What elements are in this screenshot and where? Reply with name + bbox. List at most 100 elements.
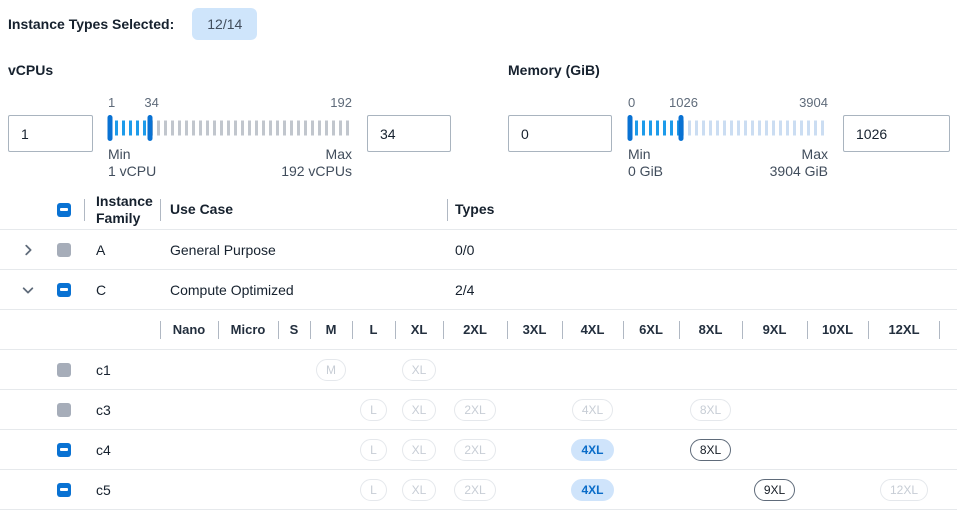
column-header-instance-family: Instance Family <box>84 190 160 229</box>
size-column-3xl: 3XL <box>507 310 562 349</box>
family-row-a: A General Purpose 0/0 <box>0 230 957 270</box>
instance-family-table: Instance Family Use Case Types A General… <box>0 190 957 510</box>
row-checkbox-indeterminate[interactable] <box>57 282 71 297</box>
memory-max-handle[interactable] <box>678 115 684 141</box>
size-badge-l: L <box>360 398 387 421</box>
row-checkbox-disabled <box>57 402 71 417</box>
family-use-case: Compute Optimized <box>170 281 294 298</box>
size-column-l: L <box>352 310 395 349</box>
size-column-nano: Nano <box>160 310 218 349</box>
vcpus-filter-title: vCPUs <box>8 62 54 78</box>
instance-name: c1 <box>96 361 111 378</box>
instance-row-c3: c3 L XL 2XL 4XL 8XL <box>0 390 957 430</box>
memory-min-caption-value: 0 GiB <box>628 163 664 179</box>
filters-panel: vCPUs 1 34 192 Min 1 vCPU <box>0 41 957 180</box>
memory-min-caption-label: Min <box>628 146 651 162</box>
row-checkbox-indeterminate[interactable] <box>57 482 71 497</box>
vcpus-min-input[interactable] <box>8 115 93 152</box>
instance-row-c4: c4 L XL 2XL 4XL 8XL <box>0 430 957 470</box>
size-badge-8xl: 8XL <box>689 398 732 421</box>
vcpus-scale-max: 192 <box>330 95 352 110</box>
size-badge-4xl-selected[interactable]: 4XL <box>571 478 614 501</box>
family-row-c: C Compute Optimized 2/4 <box>0 270 957 310</box>
family-types-count: 0/0 <box>455 241 475 258</box>
size-badge-xl: XL <box>401 478 437 501</box>
size-badge-4xl: 4XL <box>571 398 614 421</box>
size-badge-l: L <box>360 478 387 501</box>
memory-max-input[interactable] <box>843 115 950 152</box>
instance-row-c5: c5 L XL 2XL 4XL 9XL 12XL <box>0 470 957 510</box>
vcpus-scale-min: 1 <box>108 95 116 110</box>
size-column-12xl: 12XL <box>868 310 940 349</box>
select-all-checkbox[interactable] <box>57 202 71 217</box>
size-column-s: S <box>278 310 310 349</box>
memory-filter-title: Memory (GiB) <box>508 62 600 78</box>
size-column-6xl: 6XL <box>623 310 679 349</box>
size-badge-12xl: 12XL <box>879 478 929 501</box>
instance-size-badges: M XL <box>160 350 940 389</box>
collapse-chevron-down-icon[interactable] <box>21 283 35 297</box>
size-column-10xl: 10XL <box>807 310 868 349</box>
family-types-count: 2/4 <box>455 281 475 298</box>
vcpus-min-caption-label: Min <box>108 146 131 162</box>
selected-count-badge: 12/14 <box>192 8 258 40</box>
instance-row-c1: c1 M XL <box>0 350 957 390</box>
family-name: C <box>96 281 107 298</box>
size-badge-8xl[interactable]: 8XL <box>689 438 732 461</box>
size-badge-xl: XL <box>401 438 437 461</box>
memory-min-handle[interactable] <box>627 115 633 141</box>
memory-active-ticks <box>628 120 681 136</box>
size-badge-xl: XL <box>401 358 437 381</box>
size-column-xl: XL <box>395 310 443 349</box>
vcpus-scale-current: 34 <box>144 95 159 110</box>
column-header-use-case: Use Case <box>160 190 447 229</box>
selected-summary-bar: Instance Types Selected: 12/14 <box>8 7 957 41</box>
vcpus-max-caption-value: 192 vCPUs <box>281 163 352 179</box>
size-column-8xl: 8XL <box>679 310 742 349</box>
size-column-micro: Micro <box>218 310 278 349</box>
family-use-case: General Purpose <box>170 241 276 258</box>
instance-size-badges: L XL 2XL 4XL 8XL <box>160 430 940 469</box>
vcpus-slider-captions: Min 1 vCPU Max 192 vCPUs <box>108 146 352 180</box>
vcpus-min-handle[interactable] <box>107 115 113 141</box>
instance-name: c3 <box>96 401 111 418</box>
size-column-4xl: 4XL <box>562 310 623 349</box>
family-name: A <box>96 241 106 258</box>
memory-filter: Memory (GiB) 0 1026 3904 Min <box>508 41 950 180</box>
size-badge-4xl-selected[interactable]: 4XL <box>571 438 614 461</box>
size-badge-xl: XL <box>401 398 437 421</box>
vcpus-min-caption-value: 1 vCPU <box>108 163 157 179</box>
memory-slider-track[interactable] <box>627 115 828 141</box>
vcpus-max-handle[interactable] <box>147 115 153 141</box>
size-column-9xl: 9XL <box>742 310 807 349</box>
expand-column-header <box>0 190 48 229</box>
memory-slider-scale: 0 1026 3904 <box>628 95 828 115</box>
size-badge-l: L <box>360 438 387 461</box>
memory-max-caption-label: Max <box>801 146 828 162</box>
vcpus-max-input[interactable] <box>367 115 451 152</box>
size-badge-2xl: 2XL <box>454 438 496 461</box>
size-badge-9xl[interactable]: 9XL <box>753 478 796 501</box>
memory-scale-min: 0 <box>628 95 636 110</box>
size-column-2xl: 2XL <box>443 310 507 349</box>
size-badge-2xl: 2XL <box>454 478 496 501</box>
row-checkbox-indeterminate[interactable] <box>57 442 71 457</box>
vcpus-slider-scale: 1 34 192 <box>108 95 352 115</box>
vcpus-slider-track[interactable] <box>107 115 352 141</box>
memory-min-input[interactable] <box>508 115 612 152</box>
memory-range-slider[interactable]: 0 1026 3904 Min 0 GiB Max <box>627 95 828 180</box>
instance-name: c5 <box>96 481 111 498</box>
size-badge-2xl: 2XL <box>454 398 496 421</box>
selected-summary-label: Instance Types Selected: <box>8 16 175 32</box>
memory-scale-current: 1026 <box>669 95 698 110</box>
instance-name: c4 <box>96 441 111 458</box>
expand-chevron-right-icon[interactable] <box>21 243 35 257</box>
vcpus-range-slider[interactable]: 1 34 192 Min 1 vCPU Max <box>107 95 352 180</box>
row-checkbox-disabled <box>57 362 71 377</box>
instance-size-badges: L XL 2XL 4XL 8XL <box>160 390 940 429</box>
memory-max-caption-value: 3904 GiB <box>769 163 828 179</box>
vcpus-inactive-ticks <box>150 120 352 136</box>
size-columns-header: Nano Micro S M L XL 2XL 3XL 4XL 6XL 8XL … <box>160 310 940 349</box>
column-header-types: Types <box>447 190 957 229</box>
table-header-row: Instance Family Use Case Types <box>0 190 957 230</box>
